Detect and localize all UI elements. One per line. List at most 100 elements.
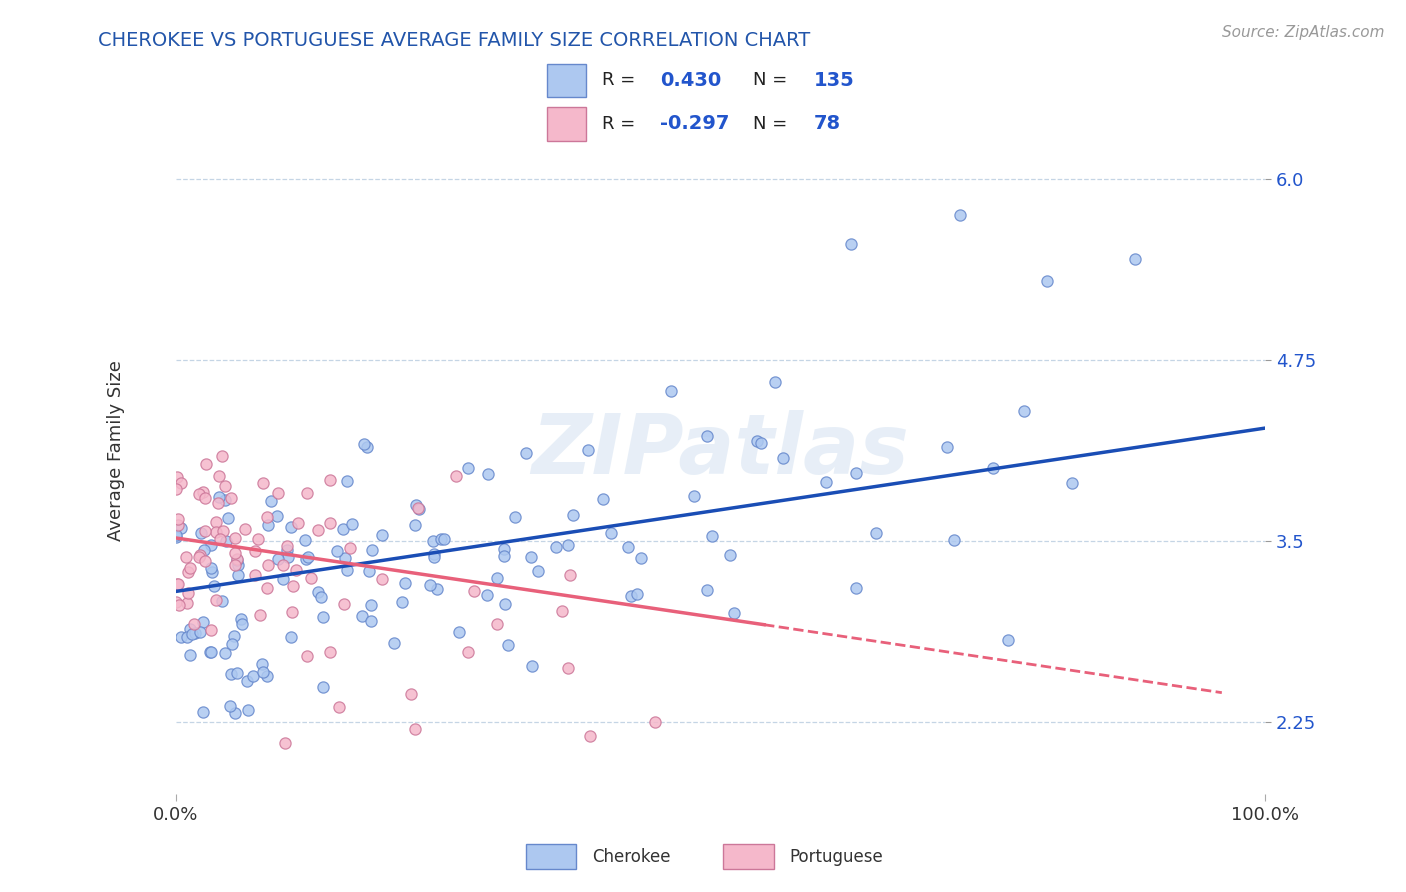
Point <box>205 593 228 607</box>
Point <box>1060 475 1083 490</box>
Point <box>423 549 446 564</box>
Point <box>252 475 274 490</box>
Point <box>943 533 966 547</box>
Point <box>287 516 309 531</box>
Point <box>492 549 515 563</box>
Point <box>433 532 456 546</box>
Point <box>360 599 382 613</box>
Point <box>226 558 249 573</box>
Bar <box>526 844 576 869</box>
Point <box>405 499 427 513</box>
Point <box>187 487 209 501</box>
Point <box>188 625 211 640</box>
Point <box>271 558 294 572</box>
Point <box>224 558 246 572</box>
Point <box>202 579 225 593</box>
Point <box>297 549 319 564</box>
Point <box>546 540 568 554</box>
Point <box>503 509 526 524</box>
Point <box>165 595 187 609</box>
Point <box>200 561 222 575</box>
Point <box>170 630 193 644</box>
Point <box>312 680 335 694</box>
Point <box>408 502 430 516</box>
Point <box>659 384 682 398</box>
Point <box>426 582 449 596</box>
Point <box>207 490 229 504</box>
Point <box>242 669 264 683</box>
Point <box>332 522 354 536</box>
Point <box>527 564 550 578</box>
Point <box>371 572 394 586</box>
Point <box>449 624 471 639</box>
Point <box>683 489 706 503</box>
Point <box>281 605 304 619</box>
Point <box>257 558 280 573</box>
Point <box>233 523 256 537</box>
Bar <box>547 63 586 97</box>
Point <box>188 549 211 564</box>
Point <box>277 549 299 564</box>
Point <box>357 565 380 579</box>
Point <box>749 436 772 450</box>
Point <box>226 567 249 582</box>
Text: 135: 135 <box>814 70 855 90</box>
Point <box>477 467 499 481</box>
Point <box>336 474 359 488</box>
Point <box>307 585 329 599</box>
Point <box>299 571 322 585</box>
Point <box>224 706 246 720</box>
Point <box>238 703 260 717</box>
Point <box>342 516 364 531</box>
Point <box>194 524 217 538</box>
Point <box>280 630 302 644</box>
Point <box>256 510 278 524</box>
Point <box>167 577 190 591</box>
Point <box>200 645 222 659</box>
Point <box>494 597 516 611</box>
Text: 0.430: 0.430 <box>659 70 721 90</box>
Point <box>252 665 274 680</box>
Point <box>226 665 249 680</box>
Point <box>935 440 957 454</box>
Point <box>256 581 278 595</box>
Point <box>194 554 217 568</box>
Point <box>191 615 214 629</box>
Point <box>350 608 373 623</box>
Point <box>1036 274 1059 288</box>
Point <box>231 617 253 632</box>
Point <box>200 538 222 552</box>
Point <box>166 470 188 484</box>
Point <box>560 568 582 582</box>
Text: Portuguese: Portuguese <box>789 847 883 865</box>
Point <box>515 446 537 460</box>
Point <box>745 434 768 448</box>
Point <box>360 543 382 558</box>
Point <box>576 443 599 458</box>
Point <box>520 549 543 564</box>
Point <box>405 722 427 736</box>
Point <box>620 589 643 603</box>
Point <box>215 533 238 548</box>
Point <box>616 540 638 554</box>
Point <box>399 687 422 701</box>
Point <box>295 486 318 500</box>
Point <box>170 521 193 535</box>
Point <box>371 528 394 542</box>
Point <box>167 518 190 533</box>
Point <box>696 428 718 442</box>
Point <box>328 700 350 714</box>
Point <box>319 516 342 531</box>
Point <box>949 209 972 223</box>
Point <box>294 552 316 566</box>
Point <box>165 528 187 542</box>
Point <box>281 579 304 593</box>
Point <box>207 496 229 510</box>
Point <box>423 547 446 561</box>
Point <box>551 604 574 618</box>
Point <box>457 461 479 475</box>
Point <box>179 560 201 574</box>
Point <box>183 616 205 631</box>
Point <box>256 668 278 682</box>
Point <box>177 565 200 579</box>
